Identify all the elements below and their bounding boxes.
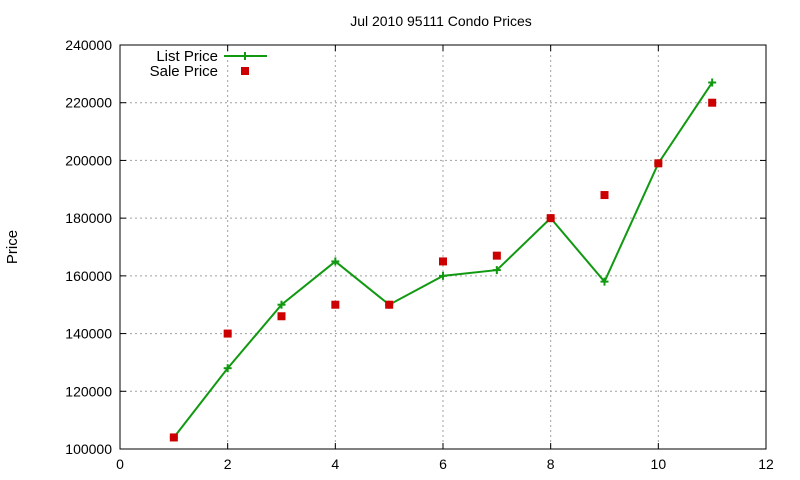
legend-label-list-price: List Price xyxy=(156,48,218,65)
y-axis-label: Price xyxy=(4,230,21,264)
y-tick-label: 240000 xyxy=(65,37,112,53)
list-price-point xyxy=(492,266,501,275)
y-tick-label: 100000 xyxy=(65,441,112,457)
x-tick-label: 2 xyxy=(224,456,232,472)
y-tick-label: 200000 xyxy=(65,152,112,168)
sale-price-point xyxy=(385,300,394,309)
series-layer xyxy=(169,78,717,442)
list-price-point xyxy=(439,271,447,280)
chart-title: Jul 2010 95111 Condo Prices xyxy=(350,13,532,29)
x-tick-label: 12 xyxy=(758,456,774,472)
list-price-point xyxy=(600,277,609,286)
sale-price-point xyxy=(546,214,555,223)
legend: List Price Sale Price xyxy=(150,48,267,80)
y-tick-label: 180000 xyxy=(65,210,112,226)
y-tick-label: 160000 xyxy=(65,268,112,284)
legend-symbol-sale-price xyxy=(241,67,249,75)
x-tick-label: 10 xyxy=(651,456,667,472)
y-tick-label: 140000 xyxy=(65,326,112,342)
sale-price-point xyxy=(600,191,609,200)
sale-price-point xyxy=(492,251,501,260)
sale-price-point xyxy=(708,98,717,107)
list-price-point xyxy=(708,78,717,87)
sale-price-point xyxy=(223,329,232,338)
y-tick-label: 120000 xyxy=(65,383,112,399)
sale-price-point xyxy=(331,300,340,309)
sale-price-point xyxy=(439,257,447,266)
y-tick-label: 220000 xyxy=(65,95,112,111)
sale-price-point xyxy=(169,433,178,442)
x-tick-label: 6 xyxy=(439,456,447,472)
x-tick-label: 4 xyxy=(331,456,339,472)
sale-price-point xyxy=(277,312,286,321)
x-tick-label: 0 xyxy=(116,456,124,472)
list-price-point xyxy=(223,364,232,373)
list-price-point xyxy=(277,300,286,309)
list-price-point xyxy=(331,257,340,266)
axis-ticks: 0 2 4 6 8 10 12 100000 120000 140000 160000 180000 2… xyxy=(65,37,774,472)
x-tick-label: 8 xyxy=(547,456,555,472)
legend-label-sale-price: Sale Price xyxy=(150,63,218,80)
sale-price-point xyxy=(654,159,663,168)
grid xyxy=(120,45,766,449)
